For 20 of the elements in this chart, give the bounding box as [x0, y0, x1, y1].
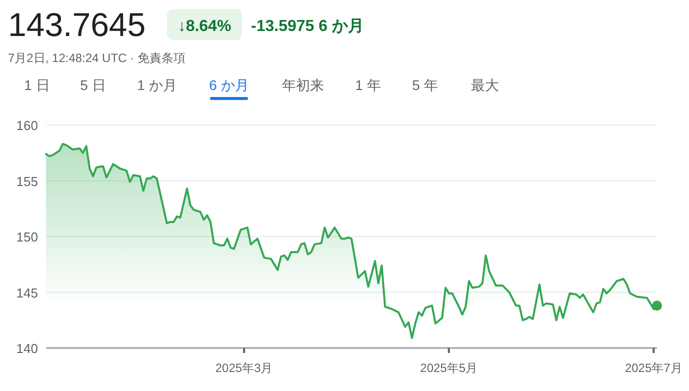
chart-title: 143.7645 — [8, 6, 146, 43]
y-tick-label: 155 — [16, 174, 38, 189]
text: ↓8.64% — [178, 18, 232, 35]
text: 6 か月 — [209, 77, 249, 93]
chart-subtitle: 7月2日, 12:48:24 UTC · 免責条項 — [8, 51, 186, 65]
y-tick-label: 160 — [16, 118, 38, 133]
text: 1 か月 — [137, 77, 177, 93]
x-tick-label: 2025年3月 — [215, 361, 273, 375]
x-tick-label: 2025年5月 — [420, 361, 478, 375]
y-tick-label: 145 — [16, 285, 38, 300]
text: 年初来 — [282, 77, 324, 93]
text: 最大 — [471, 77, 499, 93]
text: 5 日 — [80, 77, 106, 93]
text: -13.5975 6 か月 — [251, 18, 364, 35]
y-tick-label: 140 — [16, 341, 38, 356]
x-tick-label: 2025年7月 — [624, 361, 682, 375]
text: 1 日 — [24, 77, 50, 93]
text: 5 年 — [412, 77, 438, 93]
y-tick-label: 150 — [16, 230, 38, 244]
text: 1 年 — [355, 77, 381, 93]
